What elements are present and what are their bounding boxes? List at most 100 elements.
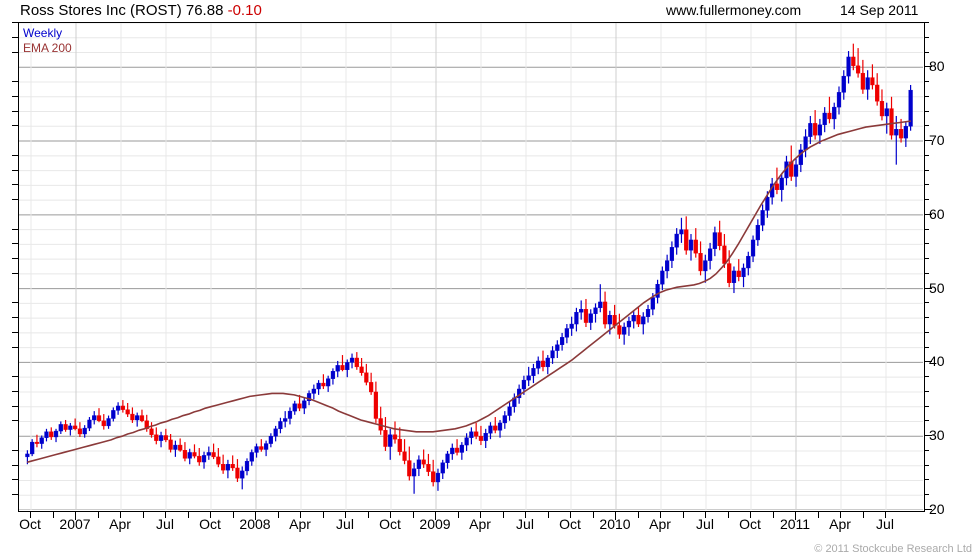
- x-axis-label: 2008: [239, 516, 271, 532]
- y-axis-tick-left: [12, 317, 18, 319]
- y-axis-tick-left: [12, 95, 18, 97]
- y-axis-tick-major: [925, 361, 932, 363]
- x-axis-label: 2010: [599, 516, 631, 532]
- x-axis-label: Jul: [336, 516, 354, 532]
- y-axis-label: 80: [929, 58, 945, 75]
- y-axis-tick-left: [12, 302, 18, 304]
- y-axis-tick-left: [12, 169, 18, 171]
- plot-area: Weekly EMA 200: [18, 22, 925, 512]
- y-axis-tick-minor: [925, 110, 929, 112]
- y-axis-tick-minor: [925, 36, 929, 38]
- x-axis-label: Oct: [19, 516, 41, 532]
- x-axis-tick: [570, 512, 571, 518]
- y-axis-tick-minor: [925, 331, 929, 333]
- x-axis-label: Oct: [739, 516, 761, 532]
- y-axis-tick-left: [12, 243, 18, 245]
- x-axis-label: Jul: [516, 516, 534, 532]
- site-url: www.fullermoney.com: [666, 2, 802, 18]
- y-axis-tick-minor: [925, 228, 929, 230]
- y-axis-tick-minor: [925, 184, 929, 186]
- x-axis-tick-minor: [457, 512, 459, 518]
- x-axis-label: Apr: [649, 516, 671, 532]
- y-axis-tick-left: [12, 228, 18, 230]
- x-axis-label: Apr: [829, 516, 851, 532]
- x-axis-tick: [525, 512, 526, 518]
- x-axis-tick-minor: [412, 512, 414, 518]
- as-of-date: 14 Sep 2011: [840, 2, 919, 18]
- x-axis-tick: [435, 512, 436, 520]
- x-axis-tick-minor: [277, 512, 279, 518]
- x-axis-tick-minor: [142, 512, 144, 518]
- y-axis-tick-major: [925, 287, 932, 289]
- y-axis-tick-left: [12, 405, 18, 407]
- x-axis-label: 2009: [419, 516, 451, 532]
- x-axis-label: Oct: [379, 516, 401, 532]
- y-axis-tick-minor: [925, 390, 929, 392]
- y-axis-tick-left: [12, 184, 18, 186]
- y-axis-tick-minor: [925, 81, 929, 83]
- x-axis-tick-minor: [322, 512, 324, 518]
- y-axis-label: 20: [929, 501, 945, 517]
- x-axis-tick-minor: [727, 512, 729, 518]
- x-axis-label: Oct: [199, 516, 221, 532]
- y-axis-tick-minor: [925, 346, 929, 348]
- y-axis: 20 30 40 50 60 70 80: [929, 0, 979, 560]
- x-axis-tick: [480, 512, 481, 518]
- x-axis-label: Jul: [156, 516, 174, 532]
- x-axis-tick: [705, 512, 706, 518]
- x-axis-tick-minor: [187, 512, 189, 518]
- copyright-notice: © 2011 Stockcube Research Ltd: [814, 543, 972, 555]
- y-axis-label: 30: [929, 427, 945, 444]
- x-axis-label: Jul: [696, 516, 714, 532]
- y-axis-label: 50: [929, 279, 945, 296]
- x-axis-tick: [750, 512, 751, 518]
- x-axis-tick: [30, 512, 31, 518]
- x-axis-label: Apr: [109, 516, 131, 532]
- y-axis-tick-left: [12, 199, 18, 201]
- x-axis-tick: [390, 512, 391, 518]
- y-axis-tick-minor: [925, 420, 929, 422]
- y-axis-tick-minor: [925, 199, 929, 201]
- x-axis-tick: [885, 512, 886, 518]
- page-title: Ross Stores Inc (ROST) 76.88 -0.10: [20, 2, 262, 19]
- y-axis-tick-minor: [925, 51, 929, 53]
- x-axis-label: Apr: [289, 516, 311, 532]
- y-axis-tick-minor: [925, 302, 929, 304]
- x-axis-tick: [165, 512, 166, 518]
- instrument-name: Ross Stores Inc (ROST): [20, 2, 182, 19]
- x-axis-tick: [255, 512, 256, 520]
- y-axis-tick-minor: [925, 169, 929, 171]
- x-axis-tick: [840, 512, 841, 518]
- x-axis-label: Jul: [876, 516, 894, 532]
- y-axis-tick-left: [12, 331, 18, 333]
- y-axis-tick-minor: [925, 405, 929, 407]
- y-axis-tick-minor: [925, 125, 929, 127]
- x-axis-tick: [615, 512, 616, 520]
- x-axis-tick-minor: [367, 512, 369, 518]
- y-axis-tick-left: [12, 420, 18, 422]
- x-axis-tick-minor: [772, 512, 774, 518]
- x-axis-tick: [660, 512, 661, 518]
- y-axis-tick-minor: [925, 376, 929, 378]
- y-axis-tick-left: [12, 154, 18, 156]
- y-axis-tick-minor: [925, 494, 929, 496]
- grid-svg: [19, 23, 923, 510]
- y-axis-tick-minor: [925, 479, 929, 481]
- y-axis-tick-left: [12, 376, 18, 378]
- y-axis-tick-left: [12, 464, 18, 466]
- x-axis-tick-minor: [862, 512, 864, 518]
- y-axis-tick-minor: [925, 272, 929, 274]
- grid-layer: [19, 23, 924, 511]
- x-axis-tick-minor: [502, 512, 504, 518]
- x-axis-label: 2011: [779, 516, 811, 532]
- y-axis-label: 40: [929, 353, 945, 370]
- x-axis: Oct 2007 Apr Jul Oct 2008 Apr Jul Oct 2009 Apr Jul O…: [0, 516, 980, 538]
- y-axis-tick-left: [12, 22, 18, 23]
- y-axis-tick-minor: [925, 258, 929, 260]
- y-axis-tick-left: [12, 272, 18, 274]
- y-axis-tick-left: [12, 479, 18, 481]
- x-axis-tick-minor: [232, 512, 234, 518]
- x-axis-tick: [120, 512, 121, 518]
- y-axis-tick-major: [925, 435, 932, 437]
- y-axis-tick-left: [12, 110, 18, 112]
